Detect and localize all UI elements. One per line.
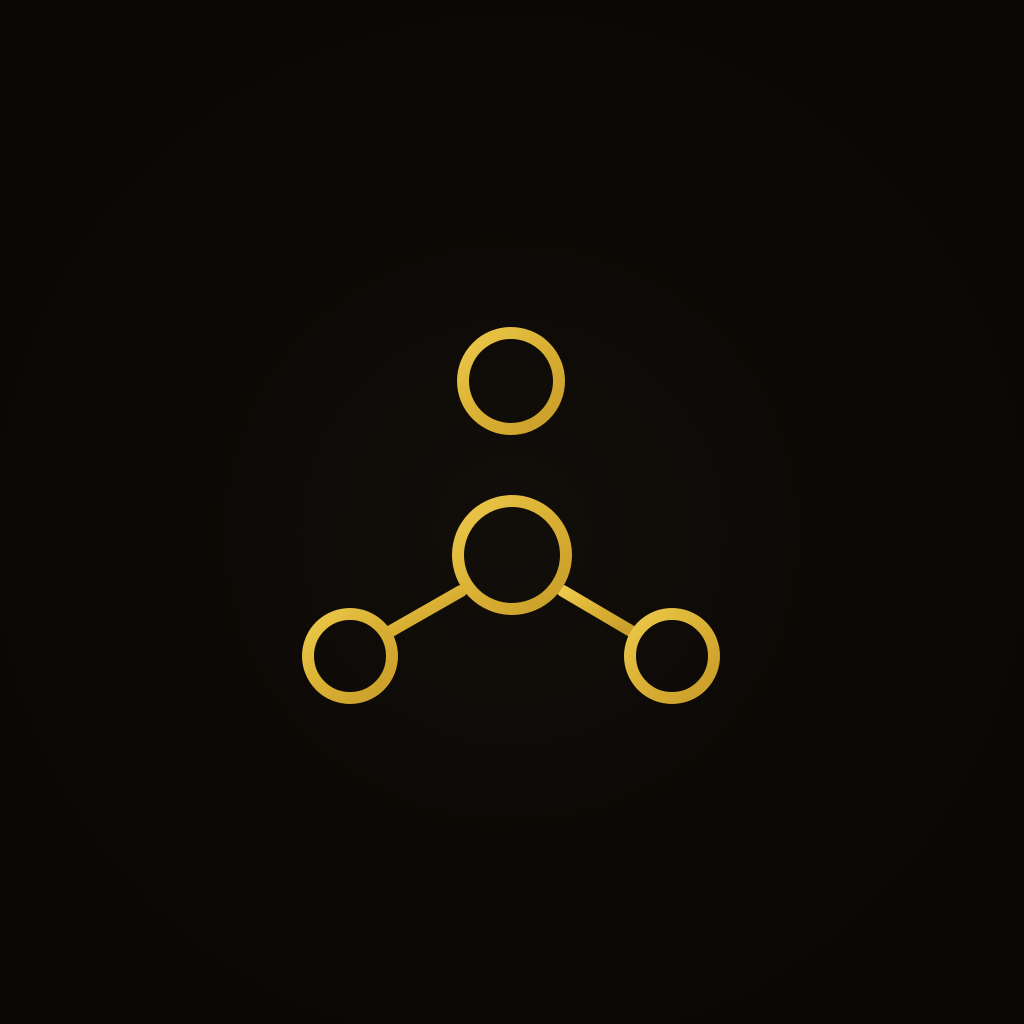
left-connector <box>385 585 467 637</box>
right-connector <box>557 585 637 637</box>
left-node <box>302 608 398 704</box>
right-node <box>624 608 720 704</box>
top-node <box>457 327 565 435</box>
center-node <box>452 495 572 615</box>
